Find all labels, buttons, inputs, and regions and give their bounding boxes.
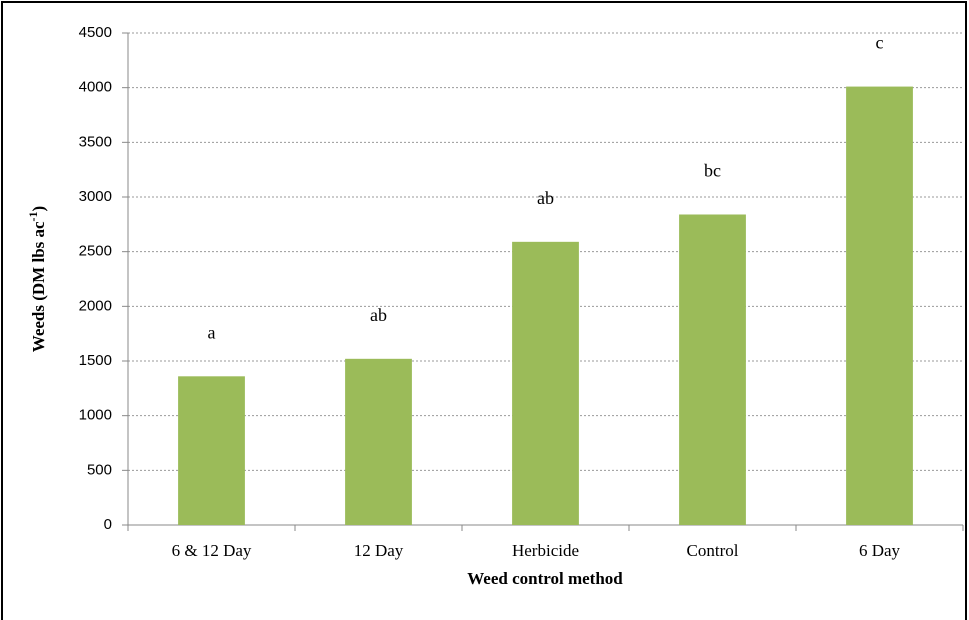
bar	[846, 86, 913, 525]
y-tick-label: 3500	[79, 133, 112, 150]
bar	[178, 376, 245, 525]
y-axis-title: Weeds (DM lbs ac-1)	[26, 206, 48, 352]
y-tick-label: 2000	[79, 297, 112, 314]
y-tick-label: 4500	[79, 24, 112, 41]
x-tick-label: Control	[687, 541, 739, 560]
x-tick-label: Herbicide	[512, 541, 579, 560]
x-tick-label: 12 Day	[354, 541, 404, 560]
significance-letter: ab	[370, 305, 387, 325]
y-tick-label: 1500	[79, 352, 112, 369]
y-axis-title-text: Weeds (DM lbs ac	[29, 221, 48, 352]
bar	[512, 241, 579, 525]
significance-letter: c	[876, 33, 884, 53]
y-tick-label: 0	[104, 516, 112, 533]
y-tick-label: 4000	[79, 79, 112, 96]
y-tick-label: 2500	[79, 243, 112, 260]
bar	[679, 214, 746, 525]
significance-letter: a	[208, 322, 216, 342]
y-axis-title-superscript: -1	[26, 211, 40, 221]
significance-letter: bc	[704, 161, 721, 181]
y-tick-label: 500	[87, 461, 112, 478]
x-tick-label: 6 & 12 Day	[172, 541, 252, 560]
labels: 0 500 1000 1500 2000 2500 3000 3500 4000 4500 6 & …	[79, 24, 901, 560]
y-tick-label: 1000	[79, 407, 112, 424]
significance-letter: ab	[537, 188, 554, 208]
x-axis-title: Weed control method	[467, 569, 623, 588]
x-tick-label: 6 Day	[859, 541, 901, 560]
y-axis-title-close: )	[29, 206, 48, 212]
bar	[345, 358, 412, 525]
bars	[178, 86, 913, 525]
y-tick-label: 3000	[79, 188, 112, 205]
